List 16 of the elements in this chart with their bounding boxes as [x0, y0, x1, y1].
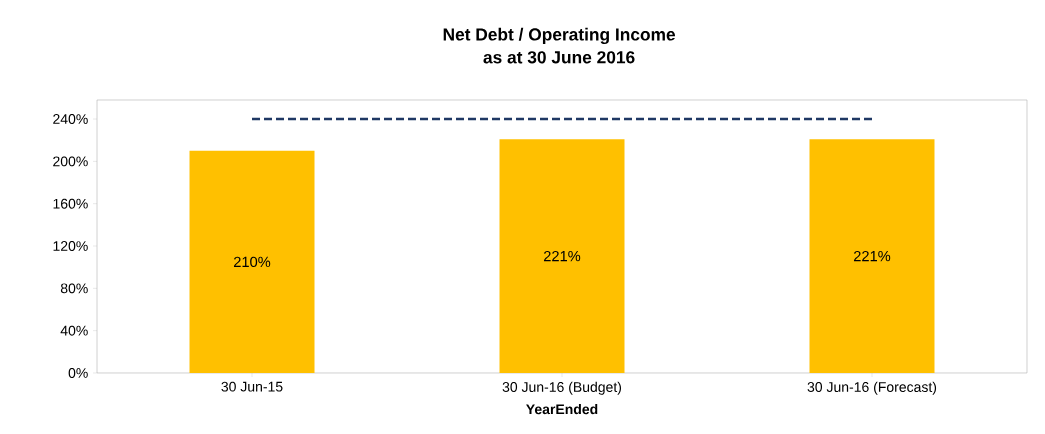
x-tick-label: 30 Jun-16 (Forecast) [807, 381, 937, 395]
data-label: 210% [233, 256, 271, 268]
y-tick-label: 160% [53, 198, 88, 209]
chart-title: Net Debt / Operating Income [443, 27, 676, 45]
y-tick-label: 80% [60, 283, 88, 294]
data-label: 221% [543, 250, 581, 262]
x-tick-label: 30 Jun-16 (Budget) [502, 381, 622, 395]
y-tick-label: 200% [53, 156, 88, 167]
y-tick-label: 40% [60, 325, 88, 336]
x-tick-label: 30 Jun-15 [221, 381, 283, 392]
x-axis-title: YearEnded [526, 403, 598, 415]
data-label: 221% [853, 250, 891, 262]
y-tick-label: 240% [53, 114, 88, 124]
y-tick-label: 120% [53, 241, 88, 251]
y-tick-label: 0% [68, 368, 88, 378]
chart-subtitle: as at 30 June 2016 [483, 51, 635, 64]
